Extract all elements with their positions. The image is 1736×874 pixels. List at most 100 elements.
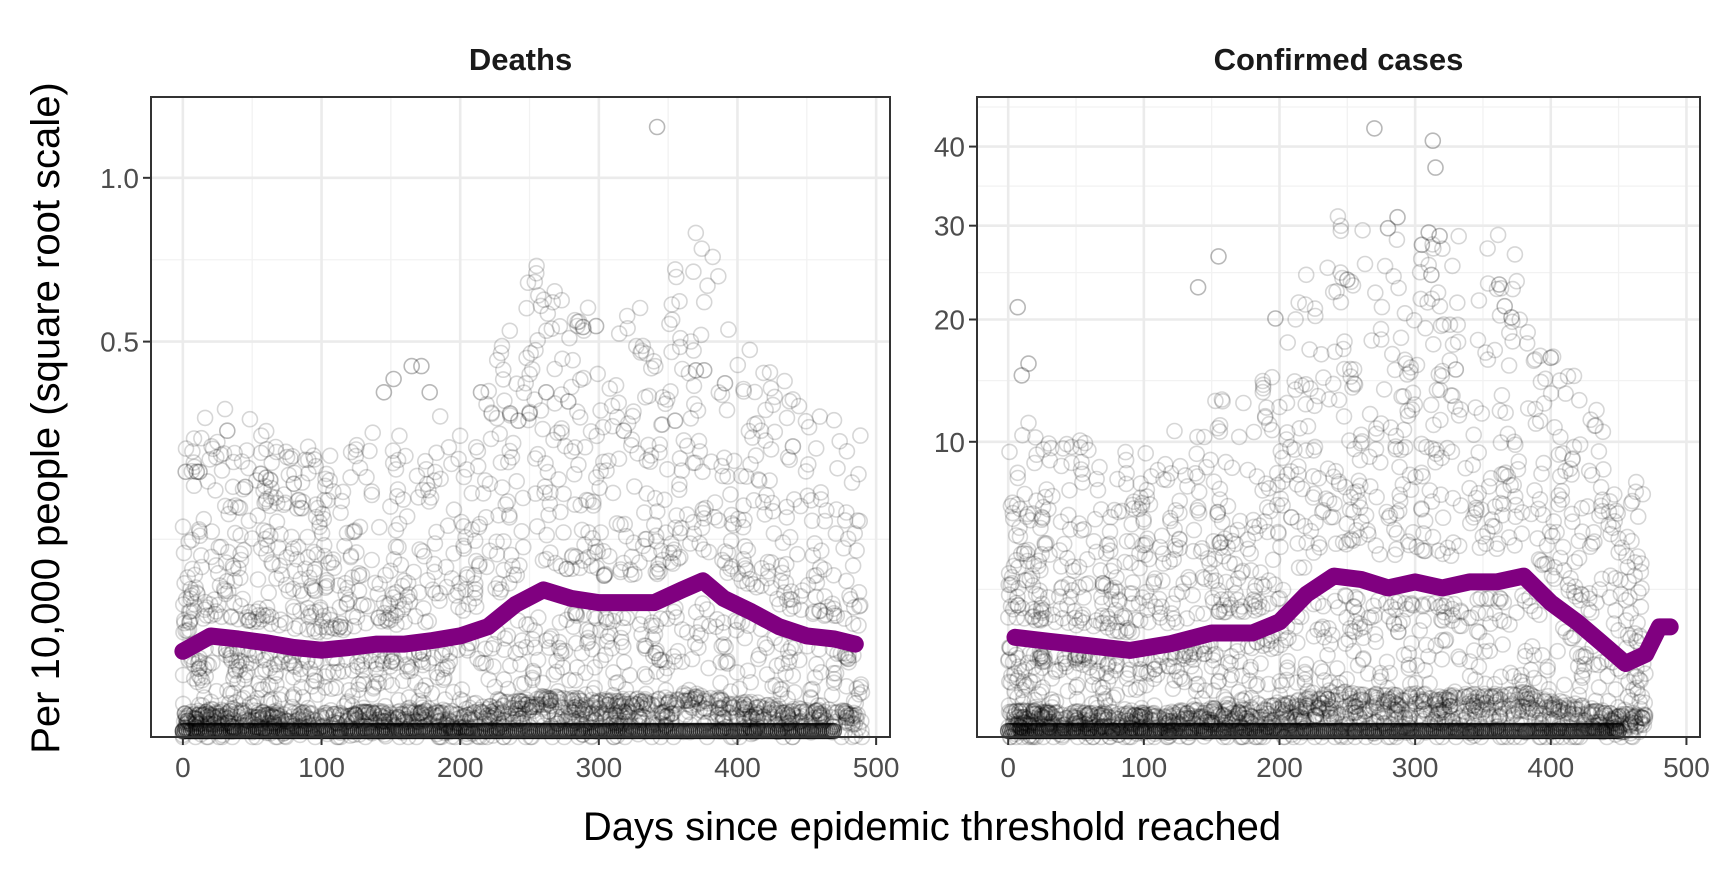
scatter-point [648,696,666,713]
scatter-point [1489,226,1507,244]
scatter-point [420,654,438,672]
scatter-point [758,696,776,714]
scatter-point [457,528,474,546]
scatter-point [415,547,433,565]
scatter-point [350,567,368,585]
scatter-point [566,496,584,513]
scatter-point [818,502,835,519]
scatter-point [529,609,547,626]
scatter-point [227,497,244,514]
scatter-point [224,557,242,575]
scatter-point [1132,475,1149,492]
scatter-point [1367,537,1385,554]
scatter-point [494,703,512,721]
scatter-point [365,705,383,723]
scatter-point [410,584,428,601]
scatter-point [318,571,336,589]
scatter-point [220,543,237,561]
scatter-point [634,696,651,714]
scatter-point [565,465,583,483]
scatter-point [734,694,752,711]
scatter-point [769,704,787,722]
scatter-point [721,704,739,722]
scatter-point [364,424,382,442]
scatter-point [1164,680,1182,698]
scatter-point [550,471,567,488]
scatter-point [377,566,394,584]
x-tick-label: 500 [853,752,900,783]
scatter-point [817,606,835,623]
scatter-point [204,654,221,672]
scatter-point [643,695,660,713]
scatter-point [507,644,524,662]
scatter-point [1501,324,1518,342]
scatter-point [258,490,275,508]
scatter-point [486,678,504,696]
scatter-point [182,611,200,628]
scatter-point [594,453,612,471]
scatter-point [254,663,271,681]
scatter-point [321,472,339,489]
scatter-point [657,681,675,699]
scatter-point [225,684,242,702]
scatter-point [748,704,766,721]
scatter-point [301,569,318,587]
scatter-point [329,664,347,681]
scatter-point [1124,574,1142,591]
scatter-point [1429,284,1447,301]
scatter-point [662,553,679,571]
scatter-point [267,438,285,456]
scatter-point [406,703,424,721]
scatter-point [306,666,324,684]
scatter-point [375,604,393,622]
scatter-point [735,550,752,568]
scatter-point [1539,658,1556,676]
scatter-point [779,706,796,724]
scatter-point [1449,294,1466,312]
scatter-point [747,447,765,464]
scatter-point [741,695,759,713]
scatter-point [226,524,244,542]
scatter-point [1570,549,1588,567]
scatter-point [477,655,495,672]
scatter-point [570,456,587,474]
scatter-point [716,554,734,572]
scatter-point [495,696,513,714]
scatter-point [241,696,259,713]
scatter-point [673,621,691,638]
scatter-point [799,456,817,473]
scatter-point [687,224,705,242]
scatter-point [427,702,445,720]
scatter-point [1153,527,1171,545]
scatter-point [591,479,608,497]
scatter-point [811,558,829,576]
scatter-point [559,690,576,708]
scatter-point [592,524,610,541]
scatter-point [289,538,307,556]
scatter-point [844,615,862,633]
scatter-point [276,614,294,632]
scatter-point [258,440,275,458]
scatter-point [246,702,264,719]
scatter-point [697,499,714,517]
scatter-point [802,491,820,509]
scatter-point [420,612,438,630]
scatter-point [571,409,589,426]
scatter-point [812,542,830,560]
scatter-point [271,691,289,709]
scatter-point [1602,567,1619,585]
scatter-point [714,467,732,485]
scatter-point [371,575,389,593]
scatter-point [756,635,774,653]
scatter-point [1444,257,1461,275]
scatter-point [443,570,461,587]
scatter-point [302,577,320,595]
scatter-point [217,585,234,603]
scatter-point [511,691,528,709]
scatter-point [219,682,236,699]
scatter-point [812,663,830,681]
scatter-point [480,382,498,400]
scatter-point [604,484,622,502]
scatter-point [552,642,570,660]
scatter-point [1535,395,1553,412]
